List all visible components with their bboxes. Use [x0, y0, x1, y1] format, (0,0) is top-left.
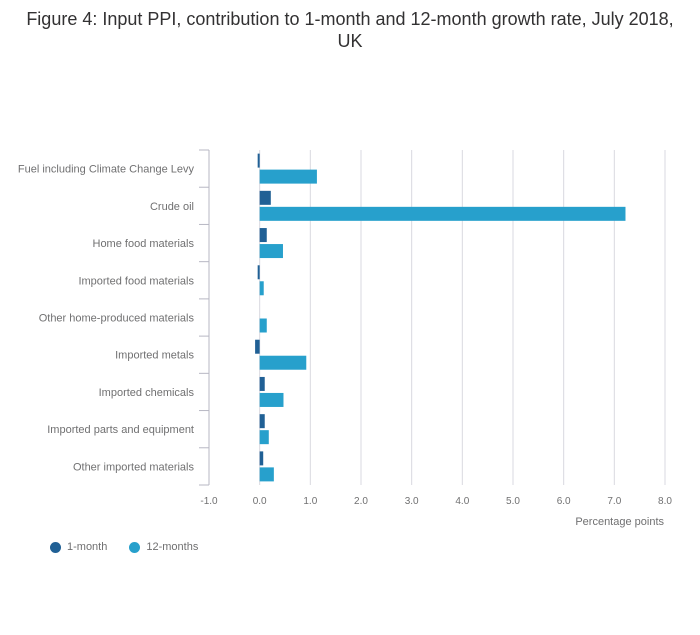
bar-12-months[interactable]	[259, 206, 626, 221]
x-tick-label: 3.0	[405, 496, 419, 507]
bar-1-month[interactable]	[257, 153, 260, 168]
x-tick-label: 4.0	[455, 496, 469, 507]
bar-12-months[interactable]	[259, 281, 264, 296]
grid-layer	[199, 149, 666, 486]
x-tick-label: 6.0	[557, 496, 571, 507]
x-tick-label: -1.0	[200, 496, 218, 507]
x-tick-label: 8.0	[658, 496, 672, 507]
category-label: Other home-produced materials	[39, 313, 195, 325]
bar-1-month[interactable]	[259, 376, 265, 391]
bar-1-month[interactable]	[255, 339, 260, 354]
bar-1-month[interactable]	[259, 228, 267, 243]
bar-1-month[interactable]	[259, 451, 264, 466]
legend-swatch-12-months	[129, 541, 141, 553]
legend-label-12-months: 12-months	[146, 541, 199, 553]
category-label: Crude oil	[150, 201, 194, 213]
x-tick-label: 5.0	[506, 496, 520, 507]
category-label: Fuel including Climate Change Levy	[18, 164, 195, 176]
bar-1-month[interactable]	[259, 414, 265, 429]
chart-title: Figure 4: Input PPI, contribution to 1-m…	[26, 9, 674, 51]
bar-12-months[interactable]	[259, 318, 267, 333]
bar-12-months[interactable]	[259, 430, 269, 445]
bar-1-month[interactable]	[259, 190, 271, 205]
x-tick-label: 2.0	[354, 496, 368, 507]
label-layer: -1.0 0.0 1.0 2.0 3.0 4.0 5.0 6.0 7.0 8.0 Fuel incl…	[18, 164, 672, 507]
category-label: Imported food materials	[78, 275, 194, 287]
bar-1-month[interactable]	[257, 265, 260, 280]
category-label: Imported metals	[115, 350, 194, 362]
category-label: Imported parts and equipment	[47, 424, 194, 436]
bar-12-months[interactable]	[259, 355, 307, 370]
bar-12-months[interactable]	[259, 169, 317, 184]
x-tick-label: 0.0	[253, 496, 267, 507]
bar-12-months[interactable]	[259, 392, 284, 407]
x-axis-title: Percentage points	[575, 516, 664, 528]
category-label: Home food materials	[93, 238, 195, 250]
legend-item-12-months[interactable]: 12-months	[129, 541, 198, 553]
legend: 1-month 12-months	[50, 541, 198, 553]
x-tick-label: 1.0	[303, 496, 317, 507]
legend-swatch-1-month	[50, 541, 61, 553]
x-tick-label: 7.0	[607, 496, 621, 507]
category-label: Imported chemicals	[99, 387, 195, 399]
legend-label-1-month: 1-month	[67, 541, 108, 553]
category-label: Other imported materials	[73, 461, 195, 473]
legend-item-1-month[interactable]: 1-month	[50, 541, 107, 553]
bar-layer	[255, 153, 626, 482]
bar-12-months[interactable]	[259, 244, 283, 259]
bar-12-months[interactable]	[259, 467, 274, 482]
